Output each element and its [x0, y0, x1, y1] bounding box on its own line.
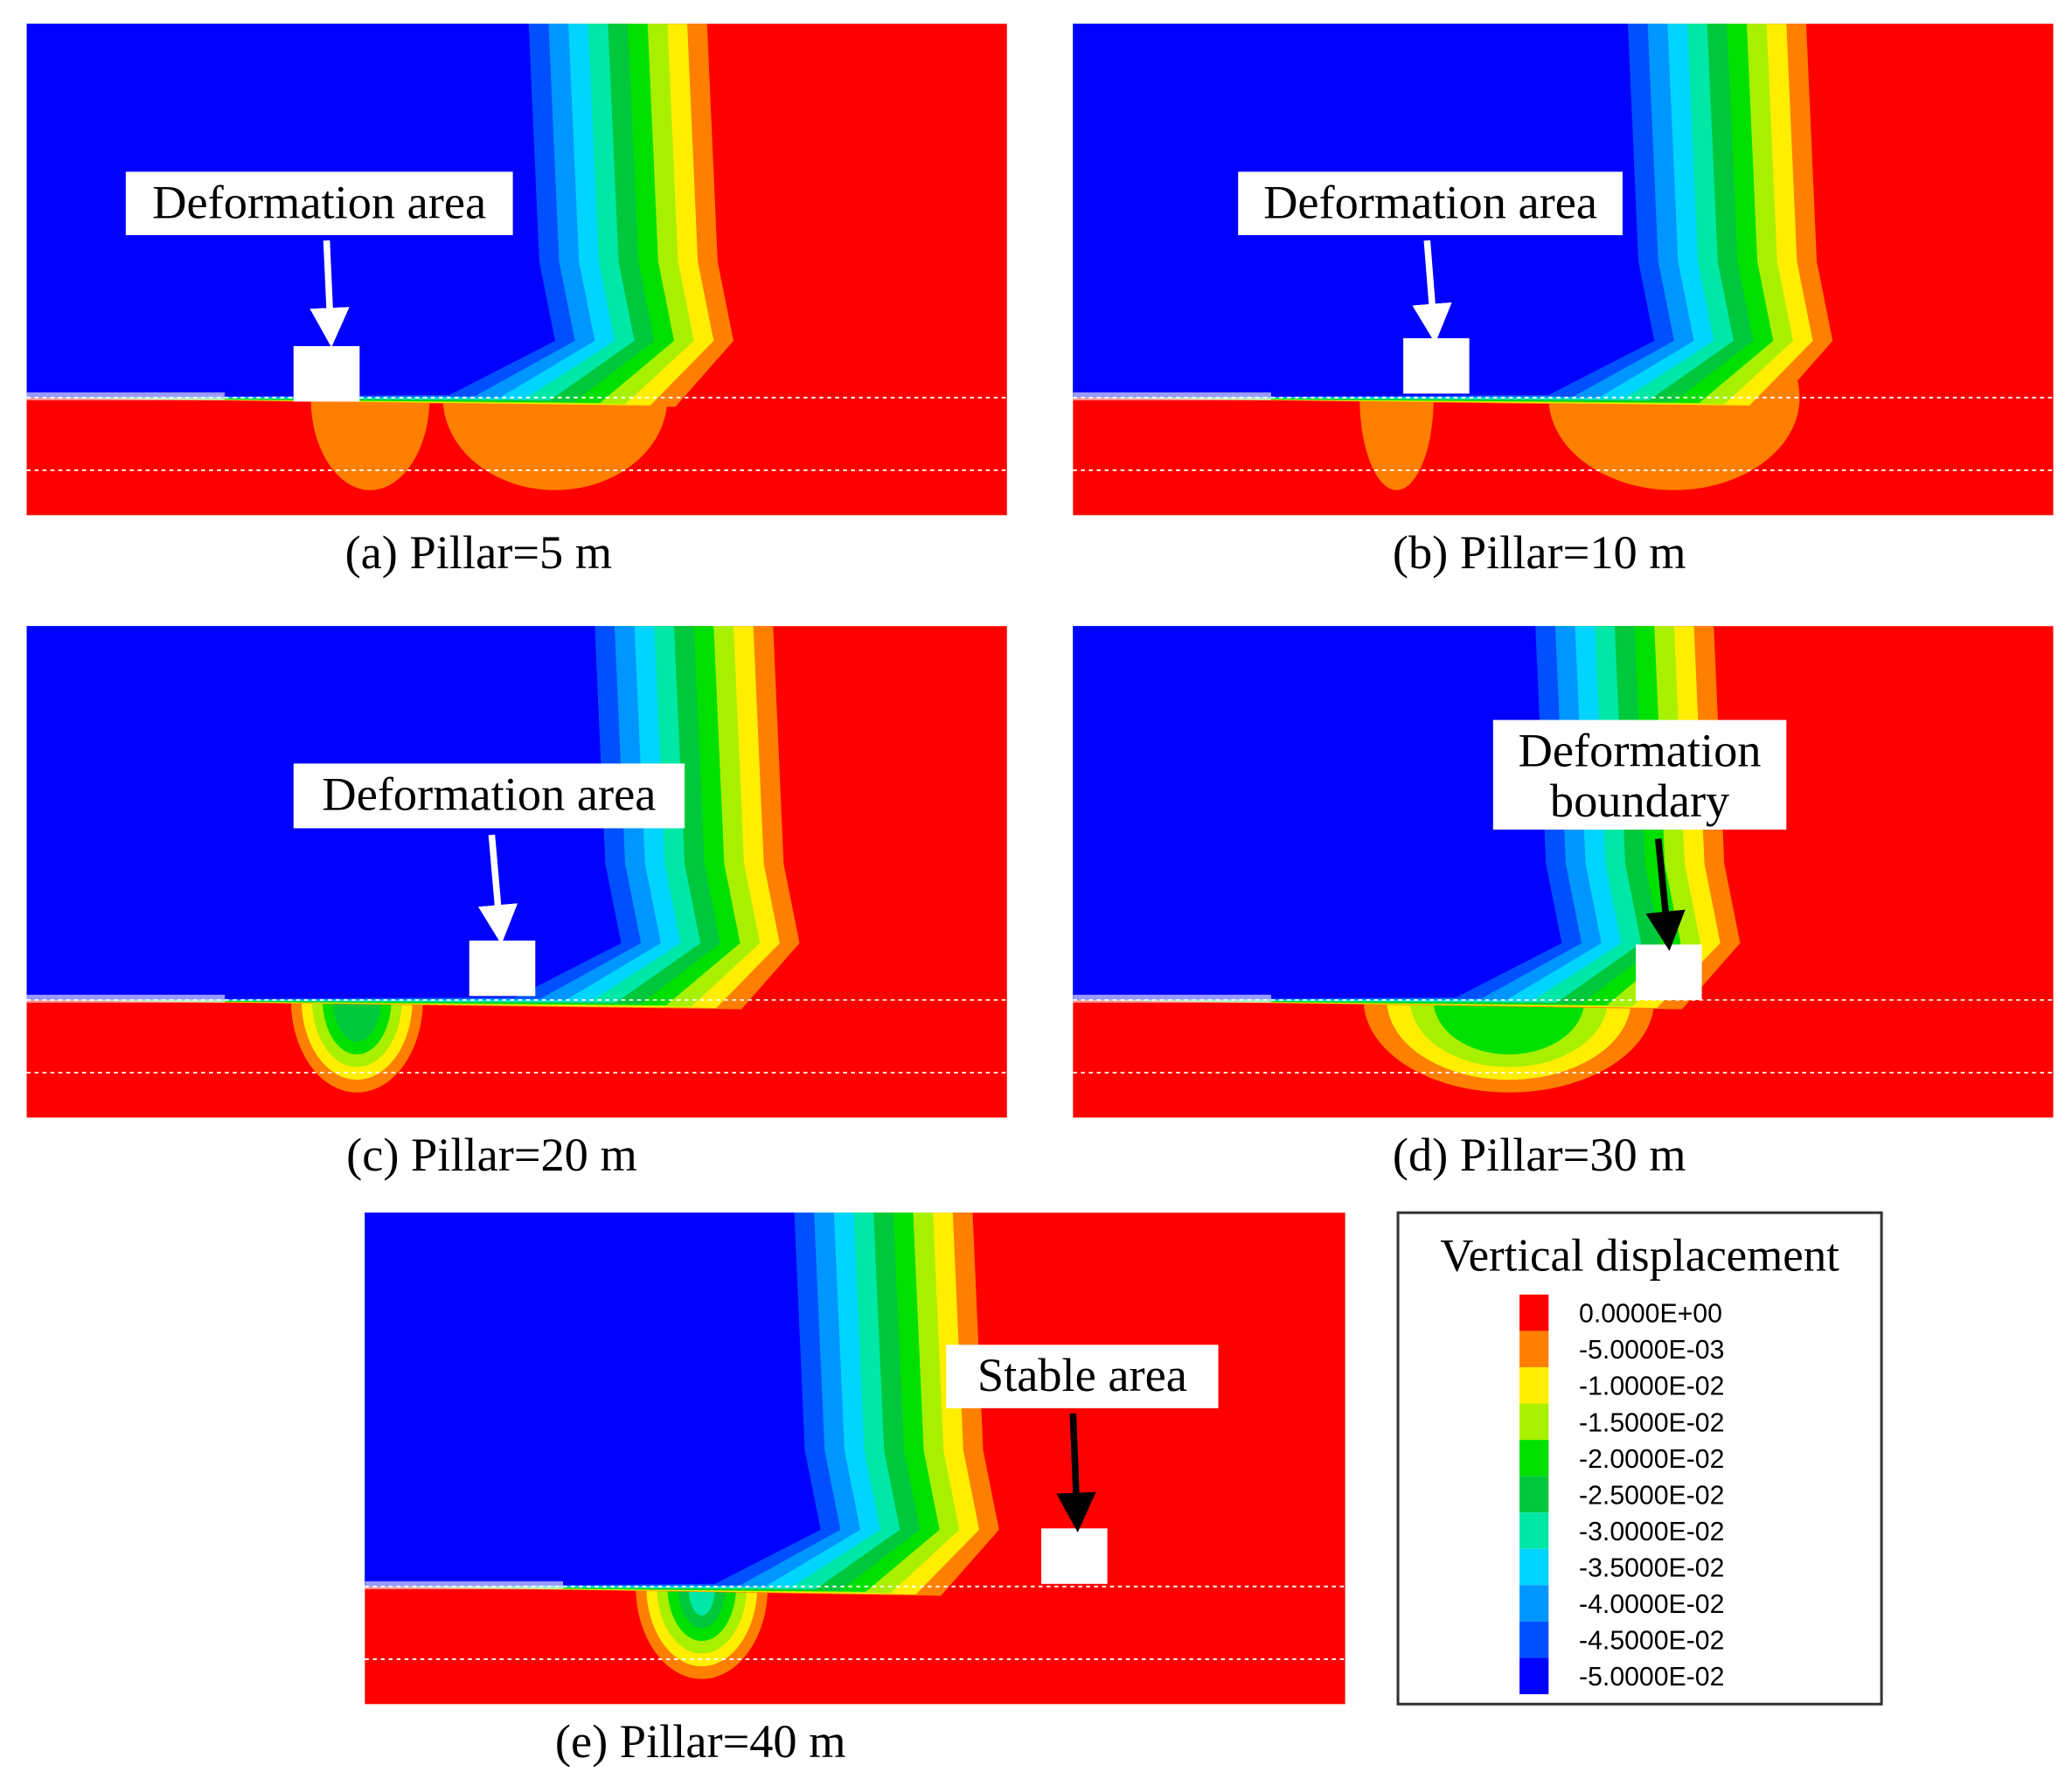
legend-swatch: [1519, 1403, 1549, 1441]
annotation-box: [1492, 719, 1787, 830]
legend-label: -5.0000E-02: [1579, 1663, 1724, 1692]
annotation-box: [293, 763, 685, 829]
legend-label: -2.0000E-02: [1579, 1445, 1724, 1474]
legend-swatch: [1519, 1366, 1549, 1404]
legend-swatch: [1519, 1657, 1549, 1694]
panel-caption: (b) Pillar=10 m: [1393, 526, 1686, 579]
legend-label: -5.0000E-03: [1579, 1336, 1724, 1365]
panel-caption: (c) Pillar=20 m: [346, 1129, 637, 1181]
legend-title: Vertical displacement: [1440, 1231, 1839, 1282]
legend-swatch: [1519, 1621, 1549, 1658]
annotation-arrow: [1645, 838, 1686, 951]
annotation-text: Deformation area: [322, 768, 656, 820]
simulation-panel: [26, 24, 1007, 516]
annotation-text: boundary: [1550, 775, 1729, 827]
simulation-panel: [1073, 24, 2054, 516]
pillar-box: [469, 940, 536, 997]
annotation-arrow: [1056, 1413, 1096, 1532]
annotation-box: [125, 171, 513, 235]
legend-swatch: [1519, 1512, 1549, 1549]
legend-label: -2.5000E-02: [1579, 1481, 1724, 1510]
goaf-gap: [26, 994, 226, 1003]
annotation-arrow: [1412, 240, 1452, 344]
contour-band: [1073, 626, 1562, 1000]
simulation-panel: [26, 626, 1007, 1118]
legend-swatch: [1519, 1440, 1549, 1477]
simulation-panel: [365, 1213, 1345, 1705]
contour-band: [365, 1213, 821, 1587]
panel-caption: (d) Pillar=30 m: [1393, 1129, 1686, 1181]
legend-swatch: [1519, 1548, 1549, 1586]
annotation-arrow: [477, 834, 518, 945]
legend-label: -4.5000E-02: [1579, 1627, 1724, 1656]
panel-caption: (e) Pillar=40 m: [555, 1715, 846, 1768]
annotation-text: Deformation area: [1263, 176, 1597, 228]
annotation-text: Deformation area: [152, 176, 486, 228]
annotation-box: [1238, 171, 1623, 235]
legend-swatch: [1519, 1331, 1549, 1367]
annotation-text: Deformation: [1519, 724, 1762, 776]
pillar-box: [1636, 944, 1702, 1000]
panel-caption: (a) Pillar=5 m: [345, 526, 613, 579]
pillar-box: [1403, 337, 1470, 394]
goaf-gap: [1073, 994, 1271, 1003]
annotation-text: Stable area: [977, 1349, 1187, 1401]
simulation-panel: [1073, 626, 2054, 1118]
legend-swatch: [1519, 1294, 1549, 1331]
pillar-box: [293, 345, 360, 402]
legend-label: 0.0000E+00: [1579, 1300, 1722, 1329]
legend-label: -3.0000E-02: [1579, 1518, 1724, 1546]
legend-label: -4.0000E-02: [1579, 1590, 1724, 1619]
legend-label: -1.0000E-02: [1579, 1373, 1724, 1401]
annotation-arrow: [309, 240, 350, 348]
goaf-gap: [26, 392, 226, 400]
legend-swatch: [1519, 1476, 1549, 1513]
legend-label: -3.5000E-02: [1579, 1553, 1724, 1582]
legend-label: -1.5000E-02: [1579, 1408, 1724, 1437]
goaf-gap: [1073, 392, 1271, 400]
pillar-box: [1041, 1528, 1108, 1584]
legend-box: [1396, 1211, 1883, 1706]
annotation-box: [946, 1345, 1219, 1408]
goaf-gap: [365, 1581, 564, 1589]
legend-swatch: [1519, 1585, 1549, 1622]
